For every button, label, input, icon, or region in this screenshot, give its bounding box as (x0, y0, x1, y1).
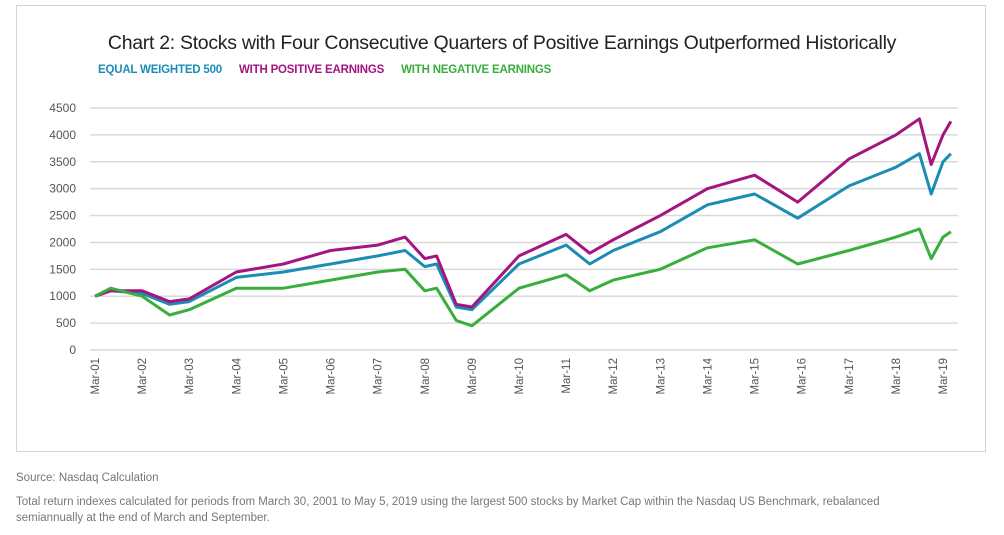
y-tick-label: 500 (56, 316, 76, 330)
y-tick-label: 3000 (49, 182, 76, 196)
y-tick-label: 0 (69, 343, 76, 357)
x-tick-label: Mar-05 (278, 358, 290, 394)
legend-positive-earnings: WITH POSITIVE EARNINGS (239, 64, 385, 76)
x-tick-label: Mar-13 (655, 358, 667, 394)
x-tick-label: Mar-01 (90, 358, 102, 394)
y-tick-label: 2000 (49, 235, 76, 249)
x-tick-label: Mar-10 (514, 358, 526, 394)
x-tick-label: Mar-15 (750, 358, 762, 394)
y-tick-label: 4000 (49, 128, 76, 142)
x-tick-label: Mar-06 (326, 358, 338, 394)
line-chart: 0 500 1000 1500 2000 2500 3000 3500 4000 4500 Mar-… (49, 101, 958, 394)
x-tick-label: Mar-12 (608, 358, 620, 394)
series-line-1 (94, 117, 953, 309)
series-line-2 (94, 227, 952, 328)
chart-frame (16, 5, 986, 452)
y-tick-label: 1000 (49, 289, 76, 303)
x-tick-label: Mar-04 (231, 357, 243, 394)
x-tick-label: Mar-09 (467, 358, 479, 394)
legend-equal-weighted: EQUAL WEIGHTED 500 (98, 64, 222, 76)
y-tick-label: 1500 (49, 262, 76, 276)
methodology-note: Total return indexes calculated for peri… (16, 496, 880, 524)
x-tick-label: Mar-19 (938, 358, 950, 394)
x-tick-label: Mar-08 (420, 358, 432, 394)
chart-title: Chart 2: Stocks with Four Consecutive Qu… (107, 32, 897, 54)
x-tick-label: Mar-02 (137, 358, 149, 394)
x-tick-label: Mar-07 (373, 358, 385, 394)
x-tick-label: Mar-14 (702, 357, 714, 394)
series-line-0 (94, 152, 952, 312)
source-note: Source: Nasdaq Calculation (16, 472, 159, 484)
x-tick-label: Mar-03 (184, 358, 196, 394)
x-tick-label: Mar-18 (891, 358, 903, 394)
y-tick-label: 4500 (49, 101, 76, 115)
legend-negative-earnings: WITH NEGATIVE EARNINGS (401, 64, 552, 76)
x-tick-label: Mar-16 (797, 358, 809, 394)
legend: EQUAL WEIGHTED 500 WITH POSITIVE EARNING… (98, 64, 565, 76)
y-tick-label: 2500 (49, 209, 76, 223)
x-tick-label: Mar-17 (844, 358, 856, 394)
y-tick-label: 3500 (49, 155, 76, 169)
x-tick-label: Mar-11 (561, 358, 573, 394)
